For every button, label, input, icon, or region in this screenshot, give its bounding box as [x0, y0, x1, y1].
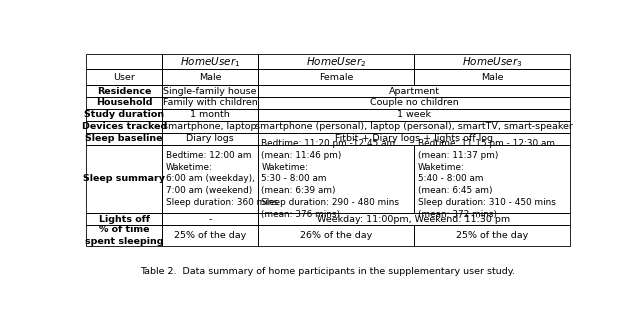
- Text: Lights off: Lights off: [99, 215, 150, 224]
- Text: Diary logs: Diary logs: [186, 134, 234, 143]
- Bar: [163, 109, 258, 121]
- Bar: [414, 69, 570, 85]
- Bar: [414, 145, 570, 213]
- Bar: [258, 85, 570, 97]
- Bar: [86, 225, 163, 246]
- Bar: [86, 109, 163, 121]
- Text: Fitbit + Diary logs + lights off log: Fitbit + Diary logs + lights off log: [335, 134, 493, 143]
- Text: 25% of the day: 25% of the day: [174, 231, 246, 240]
- Text: Sleep baseline: Sleep baseline: [86, 134, 163, 143]
- Bar: [163, 213, 258, 225]
- Bar: [86, 133, 163, 145]
- Bar: [163, 145, 258, 213]
- Text: Single-family house: Single-family house: [163, 86, 257, 96]
- Bar: [414, 54, 570, 69]
- Text: 26% of the day: 26% of the day: [300, 231, 372, 240]
- Bar: [258, 69, 414, 85]
- Bar: [258, 225, 414, 246]
- Text: Family with children: Family with children: [163, 99, 257, 108]
- Text: Table 2.  Data summary of home participants in the supplementary user study.: Table 2. Data summary of home participan…: [141, 268, 515, 276]
- Text: smartphone (personal), laptop (personal), smartTV, smart-speaker: smartphone (personal), laptop (personal)…: [255, 122, 573, 131]
- Bar: [258, 97, 570, 109]
- Bar: [163, 54, 258, 69]
- Bar: [86, 69, 163, 85]
- Bar: [414, 225, 570, 246]
- Bar: [163, 69, 258, 85]
- Text: smartphone, laptop: smartphone, laptop: [163, 122, 257, 131]
- Text: 1 week: 1 week: [397, 110, 431, 119]
- Bar: [258, 133, 570, 145]
- Text: Female: Female: [319, 73, 353, 82]
- Text: 25% of the day: 25% of the day: [456, 231, 528, 240]
- Text: Sleep summary: Sleep summary: [83, 174, 165, 183]
- Text: % of time
spent sleeping: % of time spent sleeping: [85, 225, 163, 246]
- Bar: [258, 145, 414, 213]
- Text: $\mathit{HomeUser}$$_{3}$: $\mathit{HomeUser}$$_{3}$: [462, 55, 522, 69]
- Bar: [258, 54, 414, 69]
- Bar: [86, 54, 163, 69]
- Bar: [86, 97, 163, 109]
- Text: Residence: Residence: [97, 86, 152, 96]
- Text: Study duration: Study duration: [84, 110, 164, 119]
- Bar: [86, 145, 163, 213]
- Text: Couple no children: Couple no children: [369, 99, 458, 108]
- Text: Bedtime: 11:20 pm -12:45 am
(mean: 11:46 pm)
Waketime:
5:30 - 8:00 am
(mean: 6:3: Bedtime: 11:20 pm -12:45 am (mean: 11:46…: [261, 139, 399, 219]
- Text: Bedtime: 12:00 am
Waketime:
6:00 am (weekday),
7:00 am (weekend)
Sleep duration:: Bedtime: 12:00 am Waketime: 6:00 am (wee…: [166, 151, 278, 207]
- Bar: [258, 213, 570, 225]
- Bar: [163, 225, 258, 246]
- Text: User: User: [113, 73, 135, 82]
- Bar: [258, 121, 570, 133]
- Bar: [86, 85, 163, 97]
- Bar: [163, 97, 258, 109]
- Bar: [258, 109, 570, 121]
- Bar: [163, 85, 258, 97]
- Text: Household: Household: [96, 99, 152, 108]
- Bar: [163, 121, 258, 133]
- Bar: [163, 133, 258, 145]
- Text: Bedtime: 11:15 pm - 12:30 am
(mean: 11:37 pm)
Waketime:
5:40 - 8:00 am
(mean: 6:: Bedtime: 11:15 pm - 12:30 am (mean: 11:3…: [418, 139, 556, 219]
- Text: $\mathit{HomeUser}$$_{1}$: $\mathit{HomeUser}$$_{1}$: [180, 55, 240, 69]
- Bar: [86, 213, 163, 225]
- Bar: [86, 121, 163, 133]
- Text: 1 month: 1 month: [190, 110, 230, 119]
- Text: Male: Male: [481, 73, 503, 82]
- Text: Male: Male: [199, 73, 221, 82]
- Text: $\mathit{HomeUser}$$_{2}$: $\mathit{HomeUser}$$_{2}$: [306, 55, 366, 69]
- Text: Weekday: 11:00pm, Weekend: 11:30 pm: Weekday: 11:00pm, Weekend: 11:30 pm: [317, 215, 511, 224]
- Text: Apartment: Apartment: [388, 86, 440, 96]
- Text: Devices tracked: Devices tracked: [81, 122, 167, 131]
- Text: -: -: [209, 215, 212, 224]
